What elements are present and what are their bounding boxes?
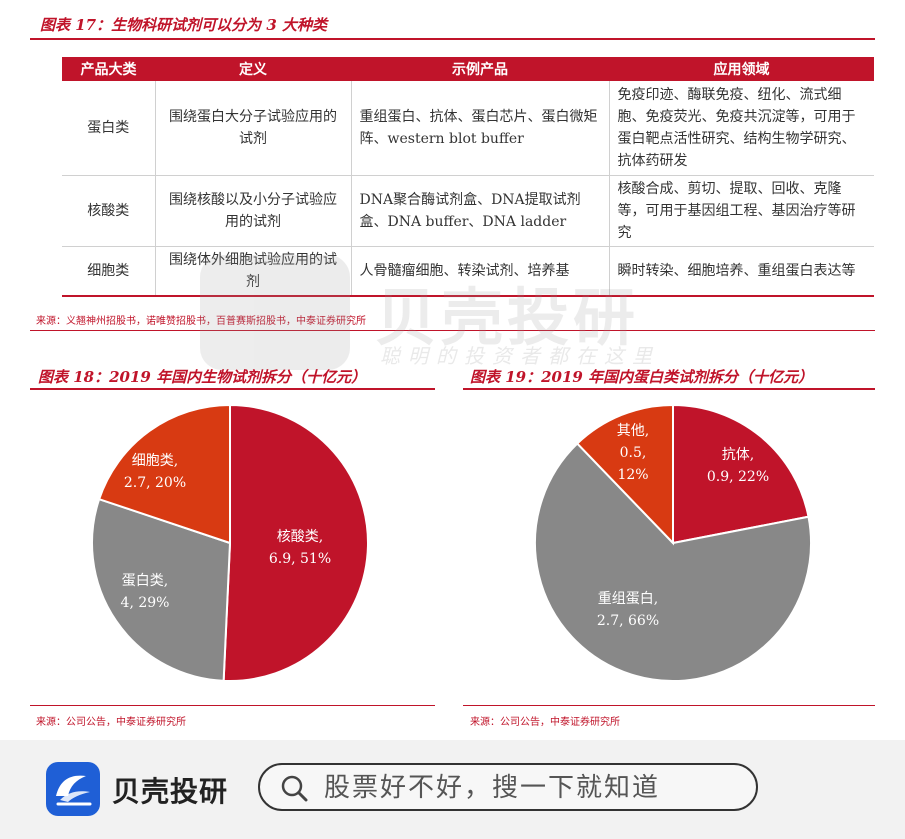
figure-18-source: 来源：公司公告，中泰证券研究所 [36,717,186,728]
cell-applications: 瞬时转染、细胞培养、重组蛋白表达等 [609,246,874,297]
table-row: 蛋白类 围绕蛋白大分子试验应用的试剂 重组蛋白、抗体、蛋白芯片、蛋白微矩阵、we… [62,81,874,176]
pie-slice-蛋白类 [91,497,232,682]
pie-label: 重组蛋白, [598,591,658,607]
figure-18-title-rule [30,388,435,390]
pie-chart-bio-reagents: 核酸类, 6.9, 51% 蛋白类, 4, 29% 细胞类, 2.7, 20% [91,403,369,682]
figure-17-title-rule [30,38,875,40]
brand-logo-icon[interactable] [46,762,100,816]
table-row: 核酸类 围绕核酸以及小分子试验应用的试剂 DNA聚合酶试剂盒、DNA提取试剂盒、… [62,175,874,247]
figure-19-source: 来源：公司公告，中泰证券研究所 [470,717,620,728]
pie-label: 蛋白类, [122,573,168,589]
figure-17-source: 来源：义翘神州招股书，诺唯赞招股书，百普赛斯招股书，中泰证券研究所 [36,316,366,327]
brand-name[interactable]: 贝壳投研 [112,775,229,808]
pie-label: 4, 29% [121,595,170,611]
pie-label: 抗体, [722,447,754,463]
search-box[interactable] [258,763,758,811]
pie-label: 细胞类, [132,453,178,469]
figure-18-title: 图表 18：2019 年国内生物试剂拆分（十亿元） [38,368,367,386]
figure-18-bottom-rule [30,705,435,706]
cell-applications: 免疫印迹、酶联免疫、纽化、流式细胞、免疫荧光、免疫共沉淀等，可用于蛋白靶点活性研… [609,81,874,176]
cell-category: 核酸类 [62,175,156,247]
cell-examples: 人骨髓瘤细胞、转染试剂、培养基 [351,246,610,297]
cell-examples: DNA聚合酶试剂盒、DNA提取试剂盒、DNA buffer、DNA ladder [351,175,610,247]
search-icon [281,775,308,802]
cell-definition: 围绕体外细胞试验应用的试剂 [155,246,352,297]
pie-slice-重组蛋白 [534,442,812,682]
figure-19-title: 图表 19：2019 年国内蛋白类试剂拆分（十亿元） [470,368,814,386]
pie-label: 其他, [617,423,649,439]
figure-17-title: 图表 17：生物科研试剂可以分为 3 大种类 [40,16,327,34]
cell-examples: 重组蛋白、抗体、蛋白芯片、蛋白微矩阵、western blot buffer [351,81,610,176]
header-definition: 定义 [155,57,351,81]
search-input[interactable] [322,771,746,805]
pie-slice-抗体 [672,403,810,545]
figure-19-bottom-rule [463,705,875,706]
pie-slice-其他 [575,403,674,546]
cell-category: 细胞类 [62,246,156,297]
header-examples: 示例产品 [351,57,609,81]
cell-applications: 核酸合成、剪切、提取、回收、克隆等，可用于基因组工程、基因治疗等研究 [609,175,874,247]
header-category: 产品大类 [62,57,155,81]
pie-slice-核酸类 [222,403,369,682]
cell-definition: 围绕蛋白大分子试验应用的试剂 [155,81,352,176]
pie-chart-protein-reagents: 抗体, 0.9, 22% 重组蛋白, 2.7, 66% 其他, 0.5, 12% [534,403,812,682]
cell-definition: 围绕核酸以及小分子试验应用的试剂 [155,175,352,247]
reagent-category-table: 产品大类 定义 示例产品 应用领域 蛋白类 围绕蛋白大分子试验应用的试剂 重组蛋… [62,57,874,297]
pie-label: 2.7, 20% [124,475,186,491]
pie-label: 0.5, [620,445,647,461]
figure-17-source-rule [30,330,875,331]
watermark-tagline: 聪明的投资者都在这里 [380,344,660,368]
pie-slice-细胞类 [97,403,231,545]
header-applications: 应用领域 [609,57,874,81]
cell-category: 蛋白类 [62,81,156,176]
pie-label: 6.9, 51% [269,551,331,567]
pie-label: 2.7, 66% [597,613,659,629]
footer-bar: 贝壳投研 [0,740,905,839]
pie-label: 0.9, 22% [707,469,769,485]
figure-19-title-rule [463,388,875,390]
pie-label: 12% [617,467,648,483]
table-header-row: 产品大类 定义 示例产品 应用领域 [62,57,874,81]
pie-label: 核酸类, [277,529,323,545]
table-row: 细胞类 围绕体外细胞试验应用的试剂 人骨髓瘤细胞、转染试剂、培养基 瞬时转染、细… [62,246,874,297]
